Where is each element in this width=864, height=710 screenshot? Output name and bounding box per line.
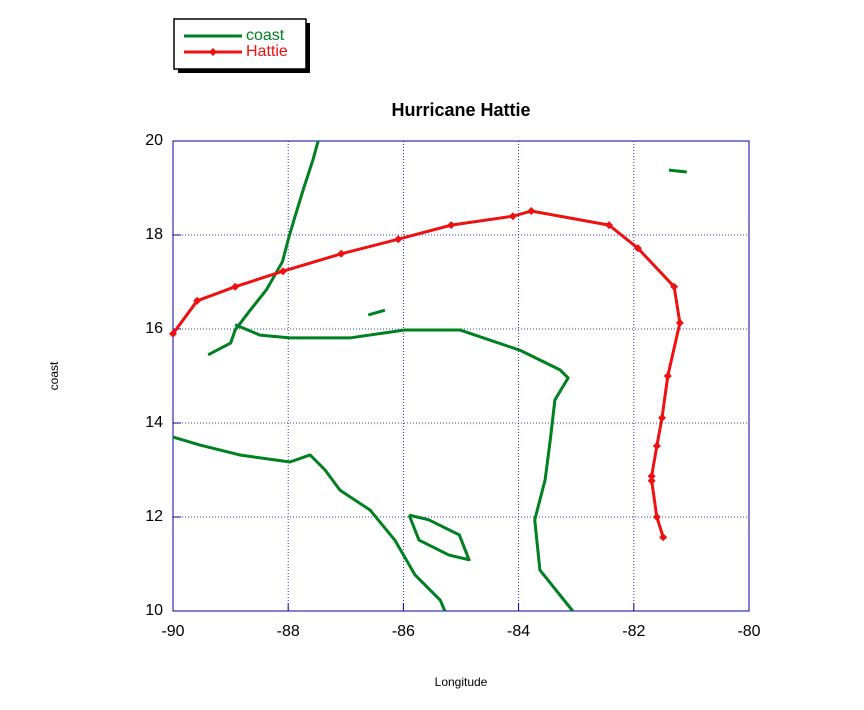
chart-title: Hurricane Hattie	[391, 100, 530, 120]
point-marker	[647, 472, 656, 481]
point-marker	[394, 235, 403, 244]
x-tick-label: -86	[392, 623, 415, 640]
point-marker	[337, 249, 346, 258]
x-tick-label: -82	[622, 623, 645, 640]
point-marker	[527, 207, 536, 216]
point-marker	[447, 221, 456, 230]
point-marker	[652, 513, 661, 521]
legend-box	[173, 18, 307, 70]
point-marker	[658, 413, 667, 422]
series-line	[171, 209, 682, 538]
y-axis-label: coast	[47, 361, 61, 390]
point-marker	[605, 221, 614, 230]
point-marker	[670, 282, 679, 291]
y-tick-label: 18	[145, 226, 163, 243]
point-marker	[659, 533, 668, 542]
point-marker	[508, 212, 517, 221]
legend-label: Hattie	[246, 43, 288, 60]
x-tick-label: -80	[737, 623, 760, 640]
legend-marker	[209, 48, 217, 56]
legend-label: coast	[246, 27, 285, 44]
y-tick-label: 16	[145, 320, 163, 337]
plot-area	[173, 141, 749, 611]
point-marker	[647, 476, 656, 485]
x-tick-label: -88	[277, 623, 300, 640]
point-marker	[231, 282, 240, 291]
x-tick-label: -84	[507, 623, 530, 640]
point-marker	[193, 296, 202, 305]
point-marker	[663, 372, 672, 380]
y-tick-label: 20	[145, 132, 163, 149]
plot-frame	[172, 140, 750, 612]
y-tick-label: 14	[145, 414, 163, 431]
x-tick-label: -90	[161, 623, 184, 640]
point-marker	[652, 442, 661, 451]
y-tick-label: 12	[145, 508, 163, 525]
point-marker	[169, 329, 177, 338]
series-line	[172, 140, 687, 612]
point-marker	[675, 318, 684, 327]
point-marker	[279, 267, 288, 276]
point-marker	[633, 244, 642, 253]
y-tick-label: 10	[145, 602, 163, 619]
x-axis-label: Longitude	[435, 675, 488, 689]
